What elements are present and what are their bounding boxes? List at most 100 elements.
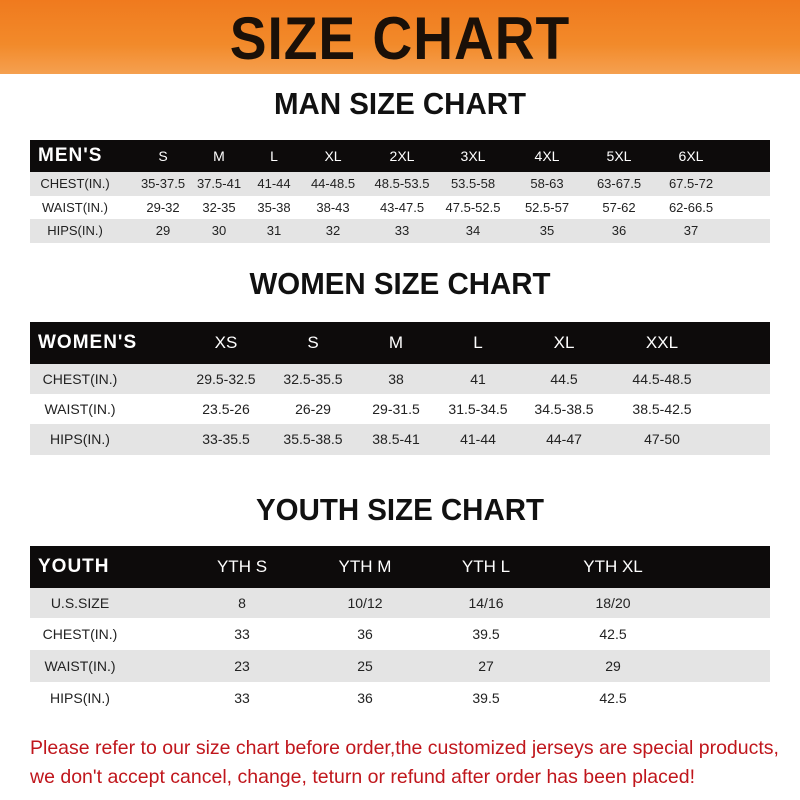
size-value: 29 [155, 223, 171, 238]
size-value: 10/12 [347, 595, 383, 611]
size-value: 26-29 [295, 401, 331, 417]
measurement-label: WAIST(IN.) [44, 658, 116, 674]
size-value: 31.5-34.5 [448, 401, 508, 417]
table-row: CHEST(IN.) 29.5-32.5 32.5-35.5 38 41 44.5 44.5… [30, 364, 770, 394]
disclaimer: Please refer to our size chart before or… [30, 734, 779, 792]
table-row: HIPS(IN.) 29 30 31 32 33 34 35 36 37 [30, 219, 770, 243]
size-value: 32.5-35.5 [283, 371, 343, 387]
size-value: 23 [234, 658, 250, 674]
size-value: 27 [478, 658, 494, 674]
size-value: 63-67.5 [596, 176, 642, 191]
size-value: 44-48.5 [310, 176, 356, 191]
size-value: 29 [605, 658, 621, 674]
size-value: 31 [266, 223, 282, 238]
table-header-row: WOMEN'S XS S M L XL XXL [30, 322, 770, 364]
measurement-label: CHEST(IN.) [42, 626, 118, 642]
table-row: WAIST(IN.) 23.5-26 26-29 29-31.5 31.5-34.5 34… [30, 394, 770, 424]
size-header: L [270, 148, 278, 164]
size-value: 38.5-41 [372, 431, 420, 447]
table-row: WAIST(IN.) 29-32 32-35 35-38 38-43 43-47.5 47.… [30, 196, 770, 219]
size-value: 38 [388, 371, 404, 387]
size-value: 23.5-26 [202, 401, 250, 417]
youth-title: YOUTH SIZE CHART [256, 492, 544, 527]
size-value: 62-66.5 [668, 200, 714, 215]
size-value: 67.5-72 [668, 176, 714, 191]
measurement-label: WAIST(IN.) [44, 401, 116, 417]
measurement-label: U.S.SIZE [50, 595, 110, 611]
size-value: 36 [357, 626, 373, 642]
disclaimer-line-2: we don't accept cancel, change, teturn o… [30, 766, 695, 788]
table-header-row: MEN'S S M L XL 2XL 3XL 4XL 5XL 6XL [30, 140, 770, 172]
size-header: M [213, 148, 225, 164]
size-value: 36 [611, 223, 627, 238]
size-value: 42.5 [599, 690, 627, 706]
size-value: 34 [465, 223, 481, 238]
size-header: YTH M [338, 557, 392, 576]
size-value: 14/16 [468, 595, 504, 611]
size-value: 39.5 [472, 626, 500, 642]
size-value: 41 [470, 371, 486, 387]
size-value: 34.5-38.5 [534, 401, 594, 417]
measurement-label: CHEST(IN.) [40, 176, 110, 191]
measurement-label: HIPS(IN.) [50, 431, 110, 447]
size-value: 33-35.5 [202, 431, 250, 447]
size-value: 44-47 [546, 431, 582, 447]
size-value: 43-47.5 [379, 200, 425, 215]
size-value: 33 [234, 690, 250, 706]
table-category-label: YOUTH [38, 556, 110, 577]
size-header: XXL [645, 333, 679, 352]
size-value: 33 [234, 626, 250, 642]
size-value: 41-44 [257, 176, 291, 191]
table-category-label: MEN'S [38, 145, 103, 166]
size-value: 38.5-42.5 [632, 401, 692, 417]
measurement-label: CHEST(IN.) [42, 371, 118, 387]
size-value: 52.5-57 [524, 200, 570, 215]
size-header: 3XL [460, 148, 486, 164]
size-header: YTH L [461, 557, 511, 576]
size-header: M [388, 333, 404, 352]
size-value: 8 [238, 595, 246, 611]
size-header: XS [214, 333, 238, 352]
size-header: S [158, 148, 168, 164]
size-value: 48.5-53.5 [374, 176, 430, 191]
size-header: S [307, 333, 319, 352]
size-value: 47-50 [644, 431, 680, 447]
size-header: 4XL [534, 148, 560, 164]
size-header: L [473, 333, 483, 352]
size-value: 29-32 [146, 200, 180, 215]
size-header: XL [553, 333, 575, 352]
size-value: 53.5-58 [450, 176, 496, 191]
women-size-table: WOMEN'S XS S M L XL XXL CHEST(IN.) 29.5-32.5 32.5… [30, 322, 770, 455]
banner-title: SIZE CHART [229, 5, 571, 72]
table-header-row: YOUTH YTH S YTH M YTH L YTH XL [30, 546, 770, 588]
table-category-label: WOMEN'S [38, 332, 138, 353]
size-value: 36 [357, 690, 373, 706]
size-value: 44.5-48.5 [632, 371, 692, 387]
size-value: 32 [325, 223, 341, 238]
banner: SIZE CHART [0, 0, 800, 74]
size-value: 58-63 [530, 176, 564, 191]
size-value: 18/20 [595, 595, 631, 611]
table-row: HIPS(IN.) 33-35.5 35.5-38.5 38.5-41 41-44 44-… [30, 424, 770, 455]
youth-size-table: YOUTH YTH S YTH M YTH L YTH XL U.S.SIZE 8 10/12… [30, 546, 770, 714]
size-value: 32-35 [202, 200, 236, 215]
size-value: 33 [394, 223, 410, 238]
measurement-label: WAIST(IN.) [42, 200, 108, 215]
measurement-label: HIPS(IN.) [50, 690, 110, 706]
table-row: HIPS(IN.) 33 36 39.5 42.5 [30, 682, 770, 714]
size-header: YTH XL [583, 557, 643, 576]
table-row: U.S.SIZE 8 10/12 14/16 18/20 [30, 588, 770, 618]
size-header: 5XL [606, 148, 632, 164]
size-value: 29.5-32.5 [196, 371, 256, 387]
size-header: 2XL [389, 148, 415, 164]
size-value: 30 [211, 223, 227, 238]
size-value: 57-62 [602, 200, 636, 215]
size-value: 35-38 [257, 200, 291, 215]
size-value: 35 [539, 223, 555, 238]
size-value: 41-44 [460, 431, 496, 447]
size-header: XL [324, 148, 342, 164]
size-value: 35.5-38.5 [283, 431, 343, 447]
size-value: 37 [683, 223, 699, 238]
table-row: CHEST(IN.) 33 36 39.5 42.5 [30, 618, 770, 650]
size-value: 37.5-41 [196, 176, 242, 191]
